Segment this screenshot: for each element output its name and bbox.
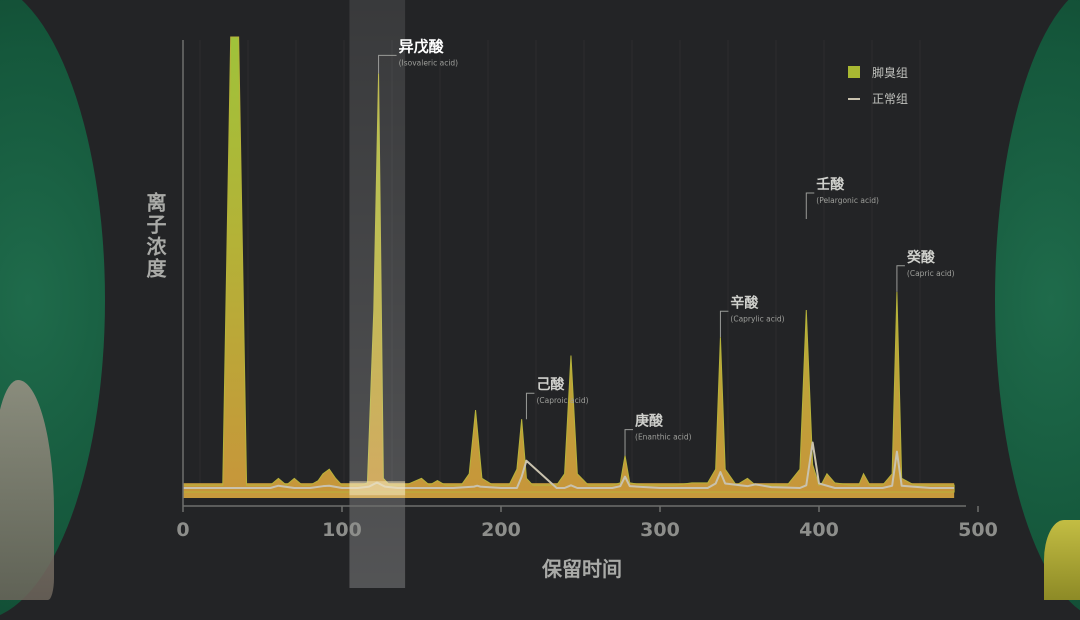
annotation-leader xyxy=(525,392,535,420)
annotation-sublabel: (Isovaleric acid) xyxy=(399,58,459,67)
x-tick-label: 300 xyxy=(640,519,680,541)
grid-layer xyxy=(199,40,921,490)
chromatogram-chart: 0 100 200 300 400 500 异戊酸 (Isovaleric acid) 己酸 (… xyxy=(176,0,998,588)
axis-layer: 0 100 200 300 400 500 xyxy=(176,40,998,541)
annotation-sublabel: (Caprylic acid) xyxy=(730,314,784,323)
x-tick-label: 100 xyxy=(322,519,362,541)
annotation-leader xyxy=(896,265,905,292)
plot-area xyxy=(182,36,955,498)
annotation-label: 庚酸 xyxy=(635,413,664,430)
annotation-label: 己酸 xyxy=(536,376,565,393)
annotation-leader xyxy=(719,310,729,338)
legend-label-normal: 正常组 xyxy=(872,92,908,106)
highlight-band xyxy=(349,0,406,588)
peak-annotation: 壬酸 (Pelargonic acid) xyxy=(805,176,879,219)
x-tick-label: 400 xyxy=(799,519,839,541)
legend-label-smelly-feet: 脚臭组 xyxy=(872,65,908,80)
highlight-band-baseline xyxy=(349,481,406,496)
peak-annotation: 庚酸 (Enanthic acid) xyxy=(624,413,692,456)
annotation-label: 癸酸 xyxy=(906,249,936,266)
right-figure-silhouette xyxy=(1044,520,1080,600)
x-tick-label: 0 xyxy=(176,519,189,541)
annotation-leader xyxy=(624,429,634,456)
annotation-label: 壬酸 xyxy=(816,176,845,193)
annotation-sublabel: (Enanthic acid) xyxy=(635,433,692,442)
peak-annotation: 癸酸 (Capric acid) xyxy=(896,249,955,292)
annotation-leader xyxy=(378,54,397,74)
annotation-sublabel: (Caproic acid) xyxy=(536,396,588,405)
annotation-leader xyxy=(805,192,815,219)
x-axis-label: 保留时间 xyxy=(542,557,622,581)
annotation-sublabel: (Capric acid) xyxy=(907,269,955,278)
annotation-layer: 异戊酸 (Isovaleric acid) 己酸 (Caproic acid) 庚酸 (E… xyxy=(378,37,955,456)
annotation-label: 异戊酸 xyxy=(399,37,445,55)
highlight-band-layer xyxy=(349,0,406,588)
peak-annotation: 己酸 (Caproic acid) xyxy=(525,376,589,420)
legend-swatch-smelly-feet xyxy=(848,66,860,78)
x-tick-label: 500 xyxy=(958,519,998,541)
peak-annotation: 辛酸 (Caprylic acid) xyxy=(719,294,785,338)
series-smelly-feet-area xyxy=(182,36,955,493)
peak-annotation: 异戊酸 (Isovaleric acid) xyxy=(378,37,459,74)
x-tick-label: 200 xyxy=(481,519,521,541)
y-axis-label: 离子浓度 xyxy=(143,192,167,280)
annotation-sublabel: (Pelargonic acid) xyxy=(816,196,879,205)
annotation-label: 辛酸 xyxy=(730,294,759,311)
